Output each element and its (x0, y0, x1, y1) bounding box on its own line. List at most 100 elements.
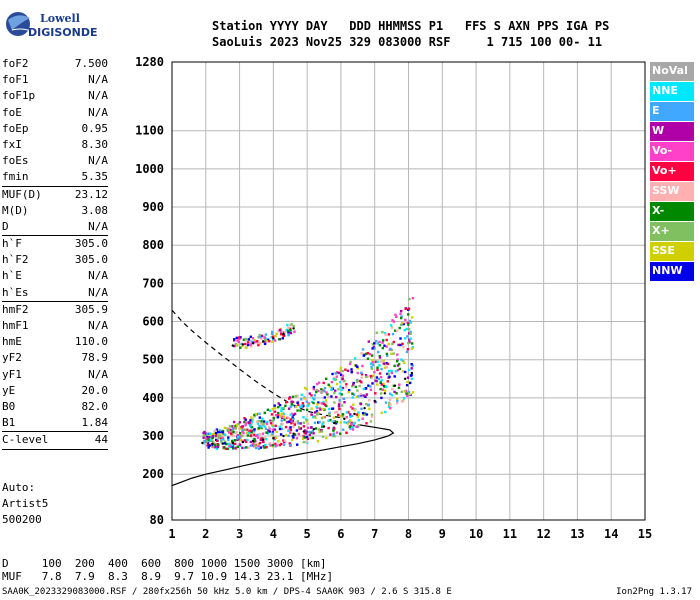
echo-point (376, 360, 379, 363)
echo-point (323, 390, 326, 393)
echo-point (250, 426, 254, 429)
echo-point (371, 358, 374, 362)
echo-point (386, 380, 389, 383)
echo-point (369, 420, 373, 423)
echo-point (402, 397, 406, 400)
echo-point (315, 410, 319, 413)
trace-point (383, 392, 387, 395)
echo-point (274, 424, 277, 427)
echo-point (282, 334, 285, 338)
echo-point (365, 413, 369, 416)
echo-point (265, 339, 268, 343)
echo-point (298, 427, 301, 430)
echo-point (372, 345, 376, 349)
echo-point (241, 446, 244, 450)
echo-point (234, 442, 237, 446)
echo-point (260, 422, 263, 426)
echo-point (315, 390, 318, 394)
echo-point (253, 338, 256, 342)
echo-point (348, 362, 352, 366)
echo-point (213, 443, 217, 446)
echo-point (277, 402, 280, 405)
echo-point (253, 438, 256, 441)
echo-point (264, 338, 267, 342)
echo-point (253, 413, 256, 417)
echo-point (352, 381, 355, 385)
echo-point (356, 367, 359, 370)
echo-point (232, 420, 236, 424)
echo-point (256, 420, 259, 423)
header-line2: SaoLuis 2023 Nov25 329 083000 RSF 1 715 … (212, 35, 603, 49)
legend-item-vo: Vo- (650, 142, 694, 161)
echo-point (263, 446, 266, 449)
echo-point (228, 442, 232, 445)
echo-point (334, 372, 337, 375)
trace-point (201, 441, 204, 445)
echo-point (257, 444, 260, 448)
echo-point (302, 440, 305, 444)
echo-point (301, 402, 305, 405)
echo-point (346, 422, 350, 425)
echo-point (365, 393, 369, 396)
param-value: 3.08 (81, 203, 109, 217)
echo-point (256, 340, 259, 343)
echo-point (345, 383, 348, 386)
echo-point (295, 429, 299, 432)
echo-point (277, 405, 280, 409)
echo-point (401, 359, 405, 362)
echo-point (383, 344, 386, 347)
echo-point (352, 393, 356, 396)
param-separator (2, 235, 108, 237)
echo-point (241, 344, 244, 348)
echo-point (309, 437, 312, 440)
echo-point (379, 375, 383, 379)
param-name: hmE (2, 335, 22, 349)
echo-point (317, 389, 320, 393)
legend-item-x: X+ (650, 222, 694, 241)
echo-point (347, 391, 350, 394)
echo-point (250, 416, 253, 419)
echo-point (364, 374, 368, 377)
echo-point (257, 343, 260, 347)
echo-point (236, 435, 240, 438)
trace-point (332, 421, 336, 425)
echo-point (297, 432, 300, 436)
echo-point (211, 433, 214, 436)
echo-point (339, 369, 342, 372)
echo-point (332, 429, 335, 432)
echo-point (227, 438, 230, 442)
echo-point (317, 401, 320, 404)
echo-point (355, 395, 359, 398)
echo-point (326, 393, 329, 396)
echo-point (289, 443, 292, 447)
echo-point (351, 385, 354, 388)
echo-point (371, 354, 374, 357)
echo-point (367, 403, 370, 406)
echo-point (411, 316, 414, 319)
echo-point (300, 393, 303, 397)
echo-point (280, 412, 283, 415)
echo-point (270, 422, 273, 425)
echo-point (277, 440, 280, 443)
x-tick-label: 5 (304, 527, 311, 541)
echo-point (235, 336, 238, 340)
y-tick-label: 700 (142, 276, 164, 290)
echo-point (264, 427, 268, 430)
echo-point (329, 418, 332, 422)
param-name: hmF2 (2, 302, 29, 316)
echo-point (375, 331, 379, 334)
echo-point (410, 347, 414, 350)
echo-point (258, 441, 262, 445)
echo-point (275, 430, 278, 433)
echo-point (290, 403, 293, 406)
echo-point (394, 370, 398, 373)
echo-point (245, 446, 248, 449)
echo-point (221, 436, 224, 440)
echo-point (405, 327, 408, 331)
echo-point (347, 420, 351, 423)
echo-point (398, 383, 401, 386)
echo-point (246, 434, 250, 437)
trace-point (231, 441, 235, 445)
echo-point (388, 398, 392, 401)
echo-point (234, 439, 237, 442)
